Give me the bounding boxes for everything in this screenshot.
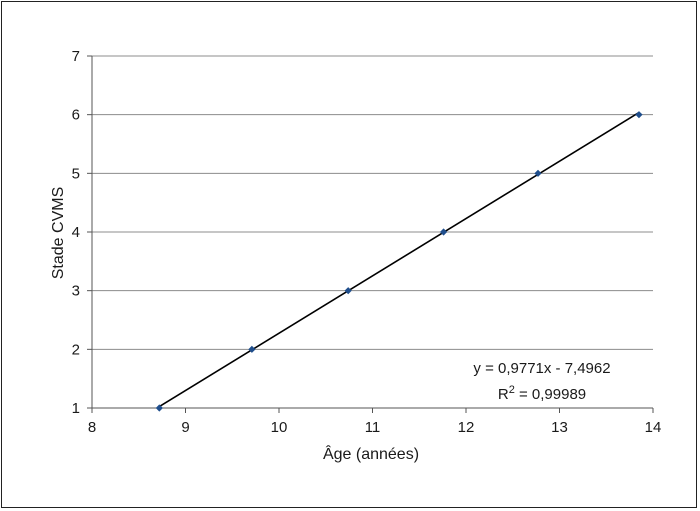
x-tick-labels: 8 9 10 11 12 13 14 [88, 419, 662, 436]
y-axis-title: Stade CVMS [50, 187, 67, 279]
axes [87, 55, 654, 413]
r-squared-label: R2 = 0,99989 [498, 384, 586, 403]
r2-prefix: R [498, 386, 509, 403]
x-tick-label-10: 10 [271, 419, 288, 436]
y-tick-label-1: 1 [72, 400, 80, 417]
x-tick-label-14: 14 [645, 419, 662, 436]
y-tick-label-4: 4 [72, 224, 80, 241]
trendline [158, 111, 640, 408]
y-tick-label-5: 5 [72, 165, 80, 182]
data-point-1 [155, 404, 163, 412]
y-tick-label-7: 7 [72, 48, 80, 65]
r2-value: = 0,99989 [515, 386, 586, 403]
y-tick-label-6: 6 [72, 107, 80, 124]
x-tick-label-8: 8 [88, 419, 96, 436]
x-tick-label-13: 13 [551, 419, 568, 436]
trendline-layer [158, 111, 640, 408]
data-point-2 [248, 345, 256, 353]
y-tick-label-2: 2 [72, 341, 80, 358]
x-axis-title: Âge (années) [323, 444, 419, 463]
data-point-6 [635, 111, 643, 119]
data-point-5 [534, 169, 542, 177]
x-tick-label-12: 12 [458, 419, 475, 436]
data-points [155, 111, 643, 412]
x-tick-label-9: 9 [181, 419, 189, 436]
data-point-4 [439, 228, 448, 236]
r2-superscript: 2 [509, 384, 515, 396]
y-tick-labels: 1 2 3 4 5 6 7 [72, 48, 80, 417]
x-tick-label-11: 11 [365, 419, 381, 436]
gridlines [92, 55, 653, 350]
data-point-3 [344, 287, 352, 295]
trendline-equation: y = 0,9771x - 7,4962 [473, 360, 610, 377]
y-tick-label-3: 3 [72, 283, 80, 300]
